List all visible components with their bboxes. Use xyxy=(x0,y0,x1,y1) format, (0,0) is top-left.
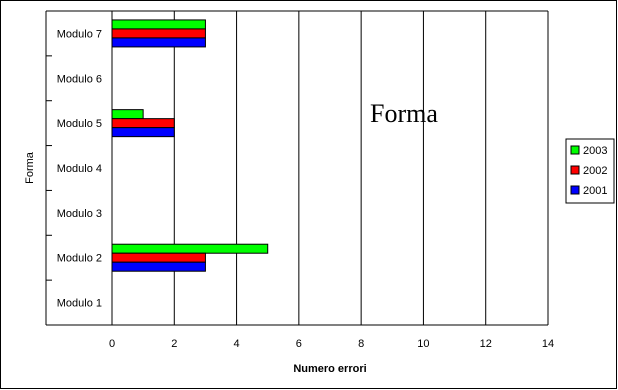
bars xyxy=(111,19,269,272)
legend-swatch-2002 xyxy=(570,165,580,175)
x-tick-label: 14 xyxy=(542,338,554,350)
grid-lines xyxy=(111,11,549,325)
legend-swatch-2001 xyxy=(570,185,580,195)
legend-label-2003: 2003 xyxy=(583,145,607,157)
bar-2001-modulo-7 xyxy=(111,37,206,48)
bar-2001-modulo-2 xyxy=(111,261,206,272)
x-tick-labels: 0 2 4 6 8 10 12 14 xyxy=(109,338,554,350)
y-axis-title: Forma xyxy=(24,151,36,184)
x-tick-label: 2 xyxy=(171,338,177,350)
x-tick-label: 12 xyxy=(480,338,492,350)
bar-2003-modulo-2 xyxy=(111,243,269,254)
bar-2001-modulo-5 xyxy=(111,127,175,138)
category-labels: Modulo 1 Modulo 2 Modulo 3 Modulo 4 Modulo 5… xyxy=(57,28,102,309)
x-tick-label: 4 xyxy=(234,338,240,350)
bar-2002-modulo-2 xyxy=(111,252,206,263)
x-tick-label: 6 xyxy=(296,338,302,350)
legend-label-2001: 2001 xyxy=(583,185,607,197)
chart-title: Forma xyxy=(370,99,438,128)
x-tick-label: 8 xyxy=(358,338,364,350)
category-label: Modulo 5 xyxy=(57,118,102,130)
bar-2003-modulo-7 xyxy=(111,19,206,30)
bar-2002-modulo-7 xyxy=(111,28,206,39)
legend-label-2002: 2002 xyxy=(583,165,607,177)
category-label: Modulo 3 xyxy=(57,208,102,220)
bar-2002-modulo-5 xyxy=(111,118,175,129)
x-tick-label: 0 xyxy=(109,338,115,350)
x-axis-title: Numero errori xyxy=(293,363,366,375)
bar-2003-modulo-5 xyxy=(111,109,144,120)
category-label: Modulo 1 xyxy=(57,298,102,310)
axes xyxy=(45,10,548,326)
category-label: Modulo 4 xyxy=(57,163,102,175)
category-label: Modulo 7 xyxy=(57,28,102,40)
category-label: Modulo 6 xyxy=(57,73,102,85)
x-tick-label: 10 xyxy=(417,338,429,350)
category-label: Modulo 2 xyxy=(57,253,102,265)
legend: 2003 2002 2001 xyxy=(565,138,615,204)
legend-swatch-2003 xyxy=(570,145,580,155)
